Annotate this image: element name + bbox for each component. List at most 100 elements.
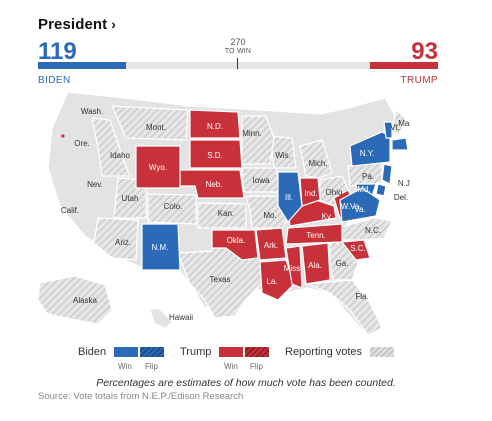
label-kan: Kan. bbox=[218, 209, 234, 218]
state-alaska[interactable] bbox=[37, 275, 113, 325]
state-illinois[interactable] bbox=[277, 171, 303, 224]
state-wisconsin[interactable] bbox=[269, 135, 297, 169]
label-ore: Ore. bbox=[74, 139, 90, 148]
state-kansas[interactable] bbox=[197, 202, 247, 229]
label-mich: Mich. bbox=[308, 159, 327, 168]
label-nev: Nev. bbox=[87, 180, 103, 189]
state-delaware[interactable] bbox=[375, 183, 387, 197]
label-ky: Ky. bbox=[322, 212, 333, 221]
state-arkansas[interactable] bbox=[255, 227, 287, 261]
threshold-marker bbox=[237, 58, 238, 69]
label-ind: Ind. bbox=[304, 189, 317, 198]
electoral-vote-bar bbox=[38, 58, 438, 69]
trump-label: TRUMP bbox=[400, 75, 438, 86]
label-vt: Vt. bbox=[390, 123, 400, 132]
label-ohio: Ohio bbox=[326, 188, 343, 197]
label-utah: Utah bbox=[122, 194, 139, 203]
label-idaho: Idaho bbox=[110, 151, 131, 160]
label-okla: Okla. bbox=[227, 236, 246, 245]
trump-bar-fill bbox=[370, 62, 438, 69]
label-mo: Mo. bbox=[263, 211, 276, 220]
us-election-map[interactable]: Wash. Ore. Idaho Mont. Nev. Calif. Utah … bbox=[30, 88, 410, 338]
state-vermont[interactable] bbox=[383, 121, 393, 139]
label-tenn: Tenn. bbox=[306, 231, 326, 240]
legend-trump-label: Trump bbox=[180, 346, 212, 358]
chevron-right-icon: › bbox=[111, 16, 117, 32]
state-minnesota[interactable] bbox=[241, 115, 275, 165]
state-colorado[interactable] bbox=[147, 193, 197, 225]
win-threshold-value: 270 bbox=[230, 37, 246, 47]
label-sc: S.C. bbox=[350, 244, 366, 253]
label-ark: Ark. bbox=[264, 241, 278, 250]
legend-trump-win-swatch bbox=[219, 347, 243, 357]
label-wva: W.Va. bbox=[341, 202, 362, 211]
state-michigan[interactable] bbox=[299, 139, 333, 179]
legend-reporting-label: Reporting votes bbox=[285, 346, 363, 358]
label-nd: N.D. bbox=[207, 122, 223, 131]
win-threshold-label: TO WIN bbox=[224, 48, 252, 55]
label-ariz: Ariz. bbox=[115, 238, 131, 247]
president-results-link[interactable]: President › bbox=[38, 16, 116, 33]
win-threshold: 270 TO WIN bbox=[218, 37, 258, 57]
label-wash: Wash. bbox=[81, 107, 103, 116]
state-new-mexico[interactable] bbox=[141, 223, 181, 271]
label-nm: N.M. bbox=[152, 243, 169, 252]
biden-label: BIDEN bbox=[38, 75, 71, 86]
label-calif: Calif. bbox=[61, 206, 79, 215]
state-hawaii[interactable] bbox=[149, 307, 173, 329]
state-montana[interactable] bbox=[111, 105, 189, 141]
state-louisiana[interactable] bbox=[259, 259, 295, 301]
legend-reporting-swatch bbox=[370, 347, 394, 357]
state-north-dakota[interactable] bbox=[189, 109, 241, 139]
legend-trump-flip-label: Flip bbox=[250, 362, 263, 371]
legend-biden-win-swatch bbox=[114, 347, 138, 357]
state-oklahoma[interactable] bbox=[211, 229, 259, 261]
state-new-york[interactable] bbox=[349, 131, 391, 167]
label-la: La. bbox=[266, 277, 277, 286]
legend-trump-win-label: Win bbox=[224, 362, 238, 371]
label-wyo: Wyo. bbox=[149, 163, 167, 172]
label-hawaii: Hawaii bbox=[169, 313, 193, 322]
trump-electoral-votes: 93 bbox=[411, 38, 438, 65]
label-texas: Texas bbox=[210, 275, 231, 284]
state-marker-dot bbox=[61, 134, 65, 138]
state-south-carolina[interactable] bbox=[340, 239, 371, 261]
state-arizona[interactable] bbox=[93, 217, 139, 261]
label-miss: Miss. bbox=[284, 264, 303, 273]
state-alabama[interactable] bbox=[301, 242, 331, 285]
state-south-dakota[interactable] bbox=[189, 139, 243, 169]
label-del: Del. bbox=[394, 193, 408, 202]
source-note: Source: Vote totals from N.E.P./Edison R… bbox=[38, 391, 244, 402]
state-florida[interactable] bbox=[307, 279, 383, 336]
legend-biden-win-label: Win bbox=[118, 362, 132, 371]
label-ga: Ga. bbox=[336, 259, 349, 268]
label-va: Va. bbox=[354, 205, 365, 214]
label-ala: Ala. bbox=[308, 261, 322, 270]
state-mississippi[interactable] bbox=[285, 245, 303, 289]
state-new-jersey[interactable] bbox=[381, 163, 393, 185]
biden-bar-fill bbox=[38, 62, 126, 69]
label-iowa: Iowa bbox=[253, 176, 270, 185]
label-nc: N.C. bbox=[365, 226, 381, 235]
label-pa: Pa. bbox=[362, 172, 374, 181]
estimate-note: Percentages are estimates of how much vo… bbox=[96, 377, 396, 389]
label-ill: Ill. bbox=[285, 193, 293, 202]
legend-trump-flip-swatch bbox=[245, 347, 269, 357]
label-mont: Mont. bbox=[146, 123, 166, 132]
label-wis: Wis. bbox=[275, 151, 291, 160]
state-virginia[interactable] bbox=[339, 187, 381, 223]
label-md: Md. bbox=[357, 185, 370, 194]
biden-electoral-votes: 119 bbox=[38, 38, 77, 65]
label-minn: Minn. bbox=[242, 129, 262, 138]
label-neb: Neb. bbox=[206, 180, 223, 189]
state-idaho[interactable] bbox=[91, 117, 131, 177]
legend-biden-flip-swatch bbox=[140, 347, 164, 357]
state-wyoming[interactable] bbox=[135, 145, 181, 189]
label-nj: N.J. bbox=[398, 179, 410, 188]
label-ny: N.Y. bbox=[360, 149, 375, 158]
state-maine[interactable] bbox=[391, 108, 406, 135]
state-massachusetts[interactable] bbox=[391, 137, 409, 151]
label-mass: Mass. bbox=[401, 151, 410, 160]
page-title: President bbox=[38, 16, 108, 33]
label-alaska: Alaska bbox=[73, 296, 98, 305]
